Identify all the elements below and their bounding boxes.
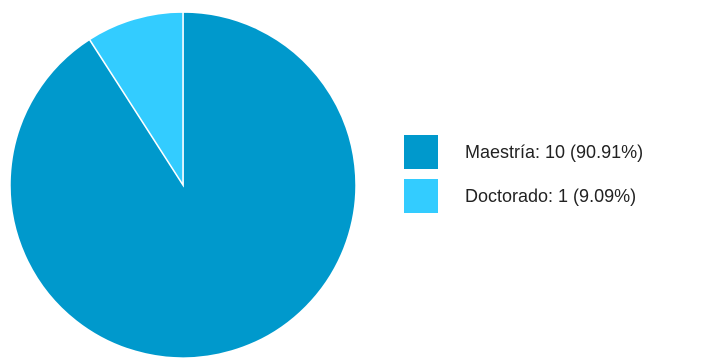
legend-label-maestria: Maestría: 10 (90.91%) xyxy=(465,141,644,162)
legend-swatch-maestria xyxy=(404,135,438,169)
legend: Maestría: 10 (90.91%) Doctorado: 1 (9.09… xyxy=(404,135,643,223)
legend-item-maestria: Maestría: 10 (90.91%) xyxy=(404,135,643,169)
pie-slice-1 xyxy=(88,11,184,188)
pie-chart xyxy=(9,11,357,358)
legend-swatch-doctorado xyxy=(404,179,438,213)
legend-label-doctorado: Doctorado: 1 (9.09%) xyxy=(465,185,637,206)
legend-item-doctorado: Doctorado: 1 (9.09%) xyxy=(404,179,643,213)
